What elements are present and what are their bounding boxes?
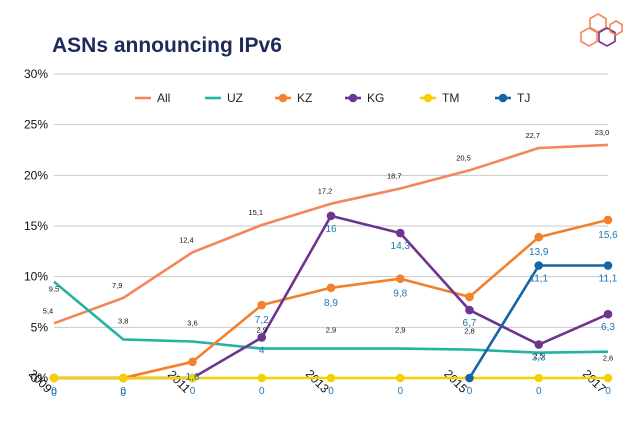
legend-label-tj: TJ (517, 91, 530, 105)
data-label-uz: 2,8 (464, 327, 474, 336)
data-label-uz: 2,5 (534, 352, 544, 361)
point-tm (326, 373, 336, 383)
point-kz (603, 215, 613, 225)
point-kz (257, 300, 267, 310)
data-label-tm: 0 (190, 386, 196, 397)
legend-item-kz: KZ (275, 91, 312, 105)
point-tj (603, 261, 613, 270)
y-tick-label: 10% (24, 270, 48, 284)
series-line-all (53, 143, 609, 325)
data-label-all: 22,7 (525, 131, 540, 140)
data-label-all: 17,2 (318, 187, 333, 196)
point-tm (395, 373, 405, 383)
point-tm (49, 373, 59, 383)
data-label-tm: 0 (328, 386, 334, 397)
y-tick-label: 20% (24, 168, 48, 182)
data-label-uz: 3,6 (187, 319, 197, 328)
legend-item-uz: UZ (205, 91, 243, 105)
point-tm (118, 373, 128, 383)
data-label-all: 12,4 (179, 235, 194, 244)
point-tj (534, 261, 544, 270)
data-label-uz: 3,8 (118, 316, 128, 325)
point-kg (603, 309, 613, 319)
point-tm (188, 373, 197, 383)
legend-item-kg: KG (345, 91, 384, 105)
legend-item-tj: TJ (495, 91, 530, 105)
data-label-tm: 0 (605, 386, 611, 397)
point-kz (395, 274, 405, 283)
data-label-all: 15,1 (248, 208, 263, 217)
point-kz (326, 283, 336, 293)
point-kg (395, 228, 405, 238)
data-label-tm: 0 (536, 386, 542, 397)
data-label-uz: 2,9 (326, 326, 336, 335)
data-label-uz: 2,6 (603, 354, 613, 363)
data-label-tm: 0 (51, 386, 57, 397)
point-kg (326, 211, 336, 221)
legend-item-tm: TM (420, 91, 459, 105)
data-label-tm: 0 (397, 386, 403, 397)
legend-item-all: All (135, 91, 170, 105)
point-kz (534, 232, 544, 242)
legend-marker-kz (278, 93, 288, 103)
y-tick-label: 15% (24, 219, 48, 233)
data-label-kz: 7,2 (255, 315, 269, 326)
legend-label-uz: UZ (227, 91, 243, 105)
legend-marker-tm (423, 93, 433, 103)
data-label-kg: 4 (259, 345, 265, 356)
data-label-all: 7,9 (112, 281, 122, 290)
data-label-tm: 0 (120, 386, 126, 397)
legend-label-kz: KZ (297, 91, 312, 105)
data-label-kz: 0 (120, 388, 126, 399)
data-label-kg: 14,3 (391, 241, 411, 252)
point-kg (465, 305, 474, 315)
data-label-uz: 2,9 (395, 326, 405, 335)
data-label-tj: 11,1 (529, 274, 548, 285)
data-label-kz: 8,9 (324, 298, 338, 309)
legend-label-kg: KG (367, 91, 384, 105)
data-label-tm: 0 (467, 386, 473, 397)
y-tick-label: 25% (24, 118, 48, 132)
data-label-tj: 11,1 (599, 274, 618, 285)
data-label-kg: 3,3 (532, 353, 546, 364)
hexagon-logo (580, 13, 623, 47)
point-kz (465, 292, 474, 302)
point-tm (603, 373, 613, 383)
data-label-kg: 6,7 (463, 318, 477, 329)
data-label-uz: 2,9 (257, 326, 267, 335)
legend-label-tm: TM (442, 91, 459, 105)
data-label-tm: 0 (259, 386, 265, 397)
data-label-kz: 13,9 (529, 247, 549, 258)
legend-marker-kg (348, 93, 358, 103)
data-label-kz: 9,8 (393, 289, 407, 300)
data-label-kz: 1,6 (186, 372, 200, 383)
legend-marker-tj (498, 93, 508, 103)
series-line-uz (53, 280, 609, 355)
legend-label-all: All (157, 91, 170, 105)
data-label-kz: 15,6 (598, 230, 618, 241)
point-kz (188, 357, 197, 367)
point-tm (534, 373, 544, 383)
data-label-kg: 6,3 (601, 322, 615, 333)
data-label-kg: 16 (325, 224, 337, 235)
data-label-kz: 0 (51, 388, 57, 399)
data-label-all: 5,4 (43, 306, 53, 315)
data-label-uz: 9,5 (49, 285, 59, 294)
y-tick-label: 30% (24, 67, 48, 81)
point-tm (257, 373, 267, 383)
point-kg (534, 340, 544, 349)
point-tj (465, 373, 474, 383)
y-tick-label: 5% (31, 320, 49, 334)
point-kg (257, 333, 267, 342)
data-label-all: 23,0 (595, 128, 610, 137)
data-label-all: 18,7 (387, 172, 402, 181)
data-label-all: 20,5 (456, 153, 471, 162)
chart-title: ASNs announcing IPv6 (52, 34, 282, 57)
y-tick-label: 0% (31, 371, 49, 385)
